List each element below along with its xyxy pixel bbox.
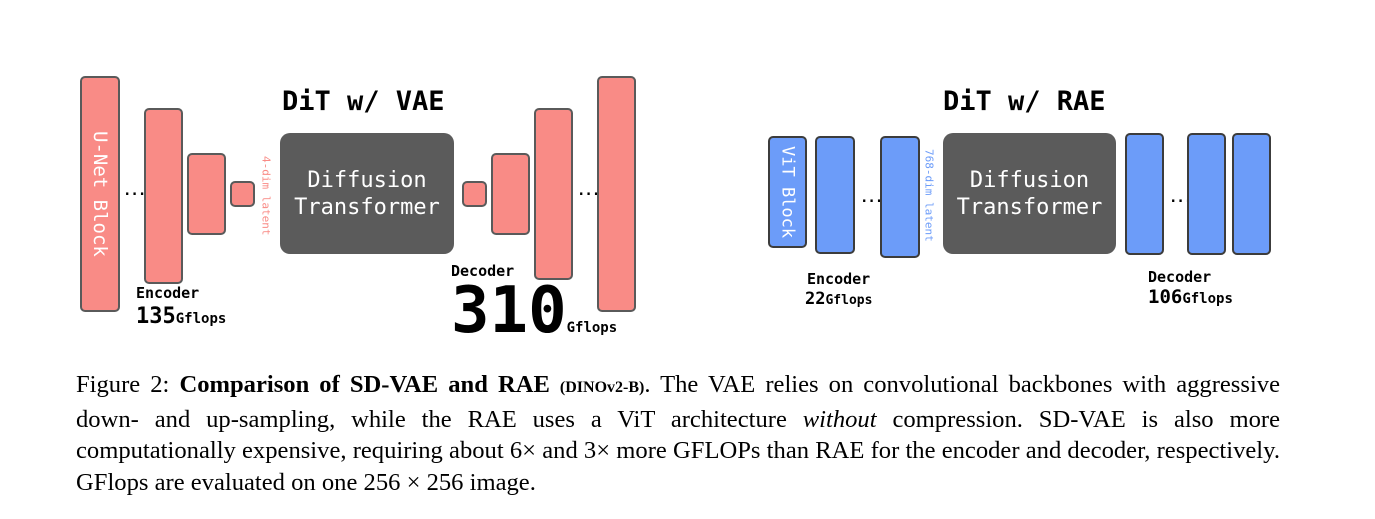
vae-encoder-label: Encoder: [136, 284, 200, 302]
rae-latent-label: 768-dim latent: [922, 148, 936, 242]
vae-decoder-gflops: 310Gflops: [451, 276, 617, 346]
rae-decoder-gflops: 106Gflops: [1148, 286, 1233, 308]
rae-decoder-label: Decoder: [1148, 268, 1212, 286]
rae-decoder-block-3: [1232, 133, 1271, 255]
caption-bold-title: Comparison of SD-VAE and RAE: [179, 371, 550, 398]
rae-diagram-title: DiT w/ RAE: [943, 86, 1106, 117]
rae-diffusion-transformer: Diffusion Transformer: [943, 133, 1116, 254]
vit-block: ViT Block: [768, 136, 807, 248]
unet-block-label: U-Net Block: [89, 131, 111, 257]
vae-decoder-label: Decoder: [451, 262, 515, 280]
rae-decoder-gflops-unit: Gflops: [1182, 291, 1233, 307]
vae-decoder-block-3: [534, 108, 573, 280]
rae-dit-line2: Transformer: [956, 194, 1103, 220]
unet-block: U-Net Block: [80, 76, 120, 312]
vit-block-label: ViT Block: [777, 145, 798, 239]
rae-encoder-gflops-value: 22: [805, 289, 826, 309]
vae-encoder-block-3: [230, 181, 255, 207]
vae-latent-label: 4-dim latent: [259, 156, 273, 236]
vae-decoder-block-1: [462, 181, 487, 207]
figure-caption: Figure 2: Comparison of SD-VAE and RAE (…: [76, 369, 1280, 498]
rae-decoder-gflops-value: 106: [1148, 286, 1183, 308]
rae-decoder-block-2: [1187, 133, 1226, 255]
rae-encoder-gflops-unit: Gflops: [825, 293, 873, 308]
caption-prefix: Figure 2:: [76, 371, 180, 398]
vae-diffusion-transformer: Diffusion Transformer: [280, 133, 454, 254]
vae-encoder-dots: ...: [123, 183, 146, 199]
rae-encoder-label: Encoder: [807, 270, 871, 288]
vae-encoder-gflops-value: 135: [136, 304, 176, 329]
vae-encoder-block-2: [187, 153, 226, 235]
vae-diagram: DiT w/ VAE U-Net Block ... 4-dim latent …: [0, 0, 660, 350]
vae-decoder-dots: ...: [577, 183, 600, 199]
rae-dit-line1: Diffusion: [969, 167, 1090, 193]
vae-encoder-gflops: 135Gflops: [136, 304, 226, 329]
vae-dit-line1: Diffusion: [307, 167, 427, 193]
caption-text-2: compression. SD-VAE is also more computa…: [76, 405, 1281, 496]
rae-encoder-block-1: [815, 136, 855, 254]
vae-encoder-gflops-unit: Gflops: [175, 311, 227, 327]
rae-decoder-dots: ...: [1169, 190, 1192, 206]
vae-decoder-gflops-unit: Gflops: [566, 320, 618, 336]
vae-decoder-block-2: [491, 153, 530, 235]
vae-encoder-block-1: [144, 108, 183, 284]
caption-text-1: . The VAE relies on convolutional backbo…: [76, 371, 1280, 433]
rae-encoder-block-2: [880, 136, 920, 258]
rae-diagram: DiT w/ RAE ViT Block ... 768-dim latent …: [700, 0, 1340, 350]
vae-decoder-block-4: [597, 76, 636, 312]
rae-decoder-block-1: [1125, 133, 1164, 255]
vae-decoder-gflops-value: 310: [451, 274, 567, 348]
rae-encoder-dots: ...: [860, 190, 883, 206]
vae-diagram-title: DiT w/ VAE: [282, 86, 445, 117]
caption-model-tag: (DINOv2-B): [559, 379, 645, 396]
rae-encoder-gflops: 22Gflops: [805, 289, 872, 309]
vae-dit-line2: Transformer: [294, 194, 440, 220]
caption-italic: without: [802, 405, 877, 433]
